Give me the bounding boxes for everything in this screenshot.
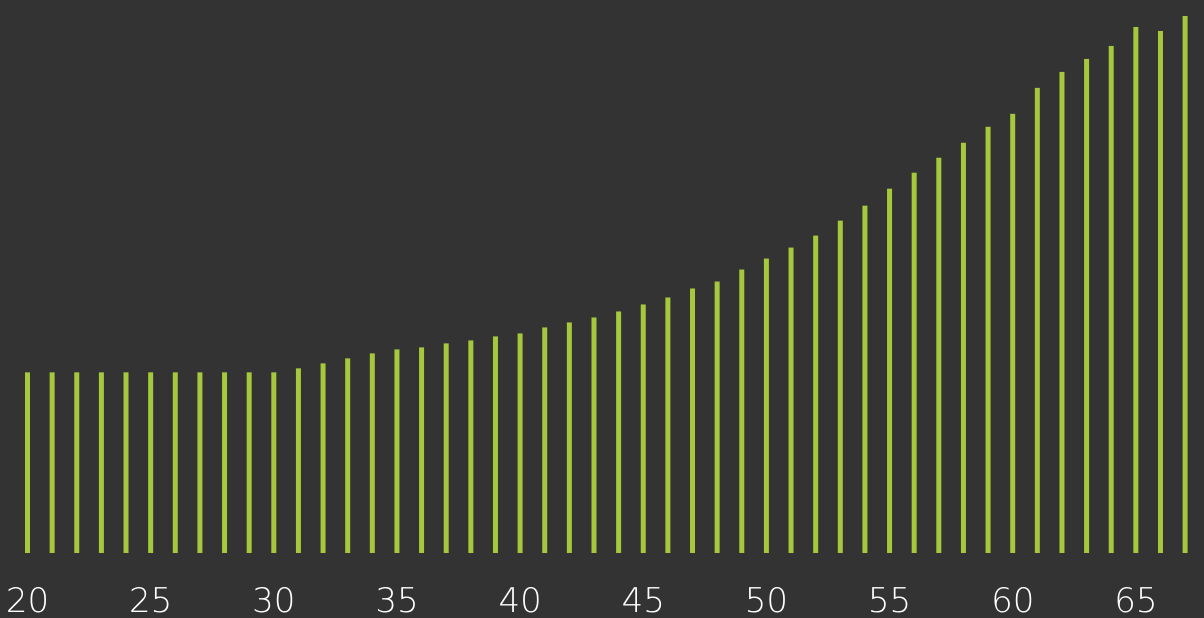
bar-29 xyxy=(246,372,252,553)
bar-50 xyxy=(763,258,769,553)
bar-61 xyxy=(1034,87,1040,554)
bar-44 xyxy=(616,311,622,553)
bar-43 xyxy=(591,317,597,553)
bar-25 xyxy=(148,372,154,553)
bar-30 xyxy=(271,372,277,553)
bar-57 xyxy=(936,157,942,554)
bar-20 xyxy=(25,372,30,553)
x-tick-label-60: 60 xyxy=(991,581,1034,618)
bar-35 xyxy=(394,349,400,553)
bar-27 xyxy=(197,372,203,553)
bar-65 xyxy=(1133,26,1139,554)
x-tick-label-65: 65 xyxy=(1114,581,1157,618)
bar-36 xyxy=(419,347,425,553)
bar-38 xyxy=(468,340,474,553)
bar-22 xyxy=(74,372,80,553)
x-tick-label-35: 35 xyxy=(375,581,418,618)
bar-34 xyxy=(369,353,375,553)
bar-67 xyxy=(1182,16,1188,553)
bar-58 xyxy=(960,142,966,553)
bar-26 xyxy=(172,372,178,553)
bars-layer xyxy=(25,16,1188,554)
x-tick-label-25: 25 xyxy=(129,581,172,618)
bar-41 xyxy=(542,327,548,553)
x-tick-label-40: 40 xyxy=(498,581,541,618)
bar-55 xyxy=(887,188,893,553)
x-axis-tick-labels: 20 25 30 35 40 45 50 55 60 65 xyxy=(6,581,1158,618)
bar-32 xyxy=(320,363,326,553)
bar-23 xyxy=(98,372,104,553)
x-tick-label-45: 45 xyxy=(622,581,665,618)
bar-47 xyxy=(690,288,696,553)
bar-46 xyxy=(665,297,671,553)
bar-33 xyxy=(345,358,351,553)
bar-52 xyxy=(813,235,819,553)
bar-63 xyxy=(1084,58,1090,554)
bar-53 xyxy=(837,220,843,553)
x-tick-label-50: 50 xyxy=(745,581,788,618)
bar-24 xyxy=(123,372,129,553)
bar-39 xyxy=(492,336,498,553)
x-tick-label-30: 30 xyxy=(252,581,295,618)
x-tick-label-20: 20 xyxy=(6,581,49,618)
bar-37 xyxy=(443,343,449,553)
bar-60 xyxy=(1010,113,1016,553)
bar-21 xyxy=(49,372,55,553)
bar-54 xyxy=(862,205,868,553)
x-tick-label-55: 55 xyxy=(868,581,911,618)
bar-40 xyxy=(517,333,523,553)
bar-48 xyxy=(714,281,720,553)
bar-51 xyxy=(788,247,794,553)
bar-64 xyxy=(1108,45,1114,553)
bar-66 xyxy=(1157,30,1163,554)
bar-62 xyxy=(1059,71,1065,554)
bar-42 xyxy=(566,322,572,553)
bar-31 xyxy=(295,368,301,553)
bar-56 xyxy=(911,172,917,553)
bar-45 xyxy=(640,304,646,553)
bar-59 xyxy=(985,126,991,553)
bar-28 xyxy=(222,372,228,553)
bar-49 xyxy=(739,269,745,553)
